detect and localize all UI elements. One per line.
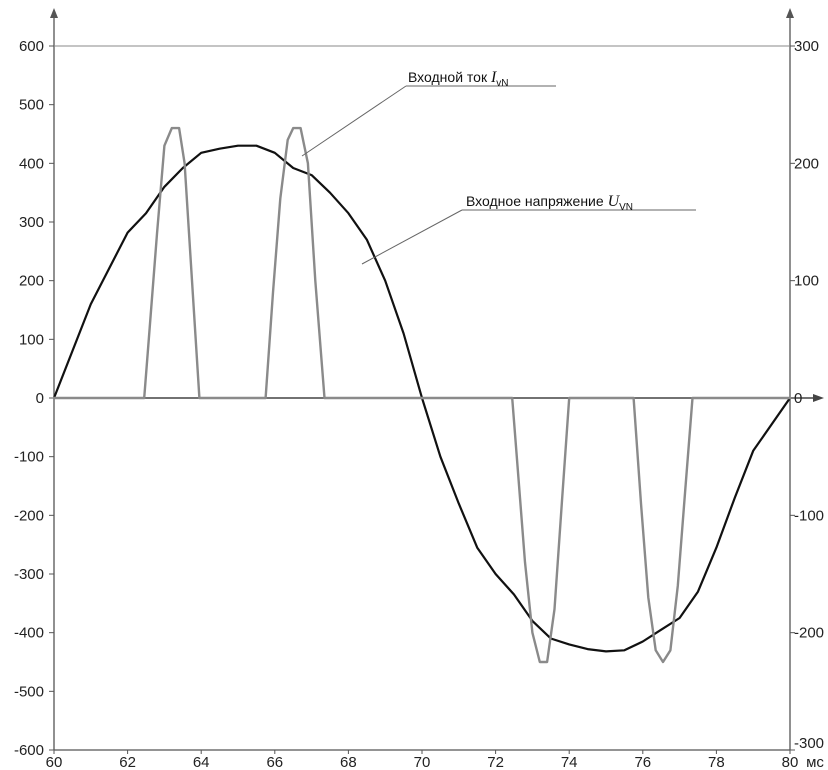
plot-frame — [50, 8, 824, 751]
voltage-annotation-label: Входное напряжение UVN — [466, 193, 633, 213]
y-left-tick-label: 300 — [19, 214, 44, 231]
y-right-tick-label: -200 — [794, 625, 824, 642]
y-right-tick-label: 100 — [794, 273, 819, 290]
current-annotation-leader — [301, 85, 407, 157]
x-tick-label: 64 — [193, 754, 210, 770]
y-right-tick-label: -100 — [794, 507, 824, 524]
x-tick-label: 60 — [46, 754, 63, 770]
x-tick-label: 80 — [782, 754, 799, 770]
zero-line-arrow — [813, 394, 824, 402]
y-left-tick-label: -500 — [14, 683, 44, 700]
voltage-annotation-text: Входное напряжение — [466, 193, 608, 209]
x-unit-label: мс — [806, 754, 824, 770]
y-right-tick-label: 0 — [794, 390, 802, 407]
y-left-tick-label: 100 — [19, 331, 44, 348]
current-annotation-text: Входной ток — [408, 69, 491, 85]
y-left-tick-label: 400 — [19, 155, 44, 172]
x-tick-label: 74 — [561, 754, 578, 770]
right-axis-arrow — [786, 8, 794, 18]
x-tick-label: 70 — [414, 754, 431, 770]
current-annotation-var: I — [490, 69, 497, 86]
y-right-tick-label: 300 — [794, 38, 819, 55]
x-tick-label: 66 — [266, 754, 283, 770]
voltage-annotation-leader — [361, 209, 463, 265]
y-left-tick-label: -600 — [14, 742, 44, 759]
y-left-tick-label: 600 — [19, 38, 44, 55]
voltage-series-line — [52, 144, 792, 653]
tick-labels: 6005004003002001000-100-200-300-400-500-… — [14, 38, 824, 770]
x-tick-label: 72 — [487, 754, 504, 770]
current-annotation-label: Входной ток IvN — [408, 69, 509, 89]
y-right-tick-label: -300 — [794, 735, 824, 752]
current-series-line — [52, 126, 792, 664]
voltage-annotation-var: U — [608, 193, 621, 210]
y-right-tick-label: 200 — [794, 155, 819, 172]
left-axis-arrow — [50, 8, 58, 18]
tick-marks — [49, 45, 795, 754]
y-left-tick-label: 500 — [19, 97, 44, 114]
current-annotation-sub: vN — [496, 78, 508, 89]
y-left-tick-label: -300 — [14, 566, 44, 583]
y-left-tick-label: -100 — [14, 449, 44, 466]
y-left-tick-label: -400 — [14, 625, 44, 642]
series-lines — [52, 126, 792, 664]
x-tick-label: 62 — [119, 754, 136, 770]
y-left-tick-label: -200 — [14, 507, 44, 524]
voltage-annotation-sub: VN — [619, 202, 633, 213]
x-tick-label: 76 — [634, 754, 651, 770]
y-left-tick-label: 200 — [19, 273, 44, 290]
annotations: Входной ток IvN Входное напряжение UVN — [301, 69, 696, 265]
x-tick-label: 68 — [340, 754, 357, 770]
y-left-tick-label: 0 — [36, 390, 44, 407]
x-tick-label: 78 — [708, 754, 725, 770]
